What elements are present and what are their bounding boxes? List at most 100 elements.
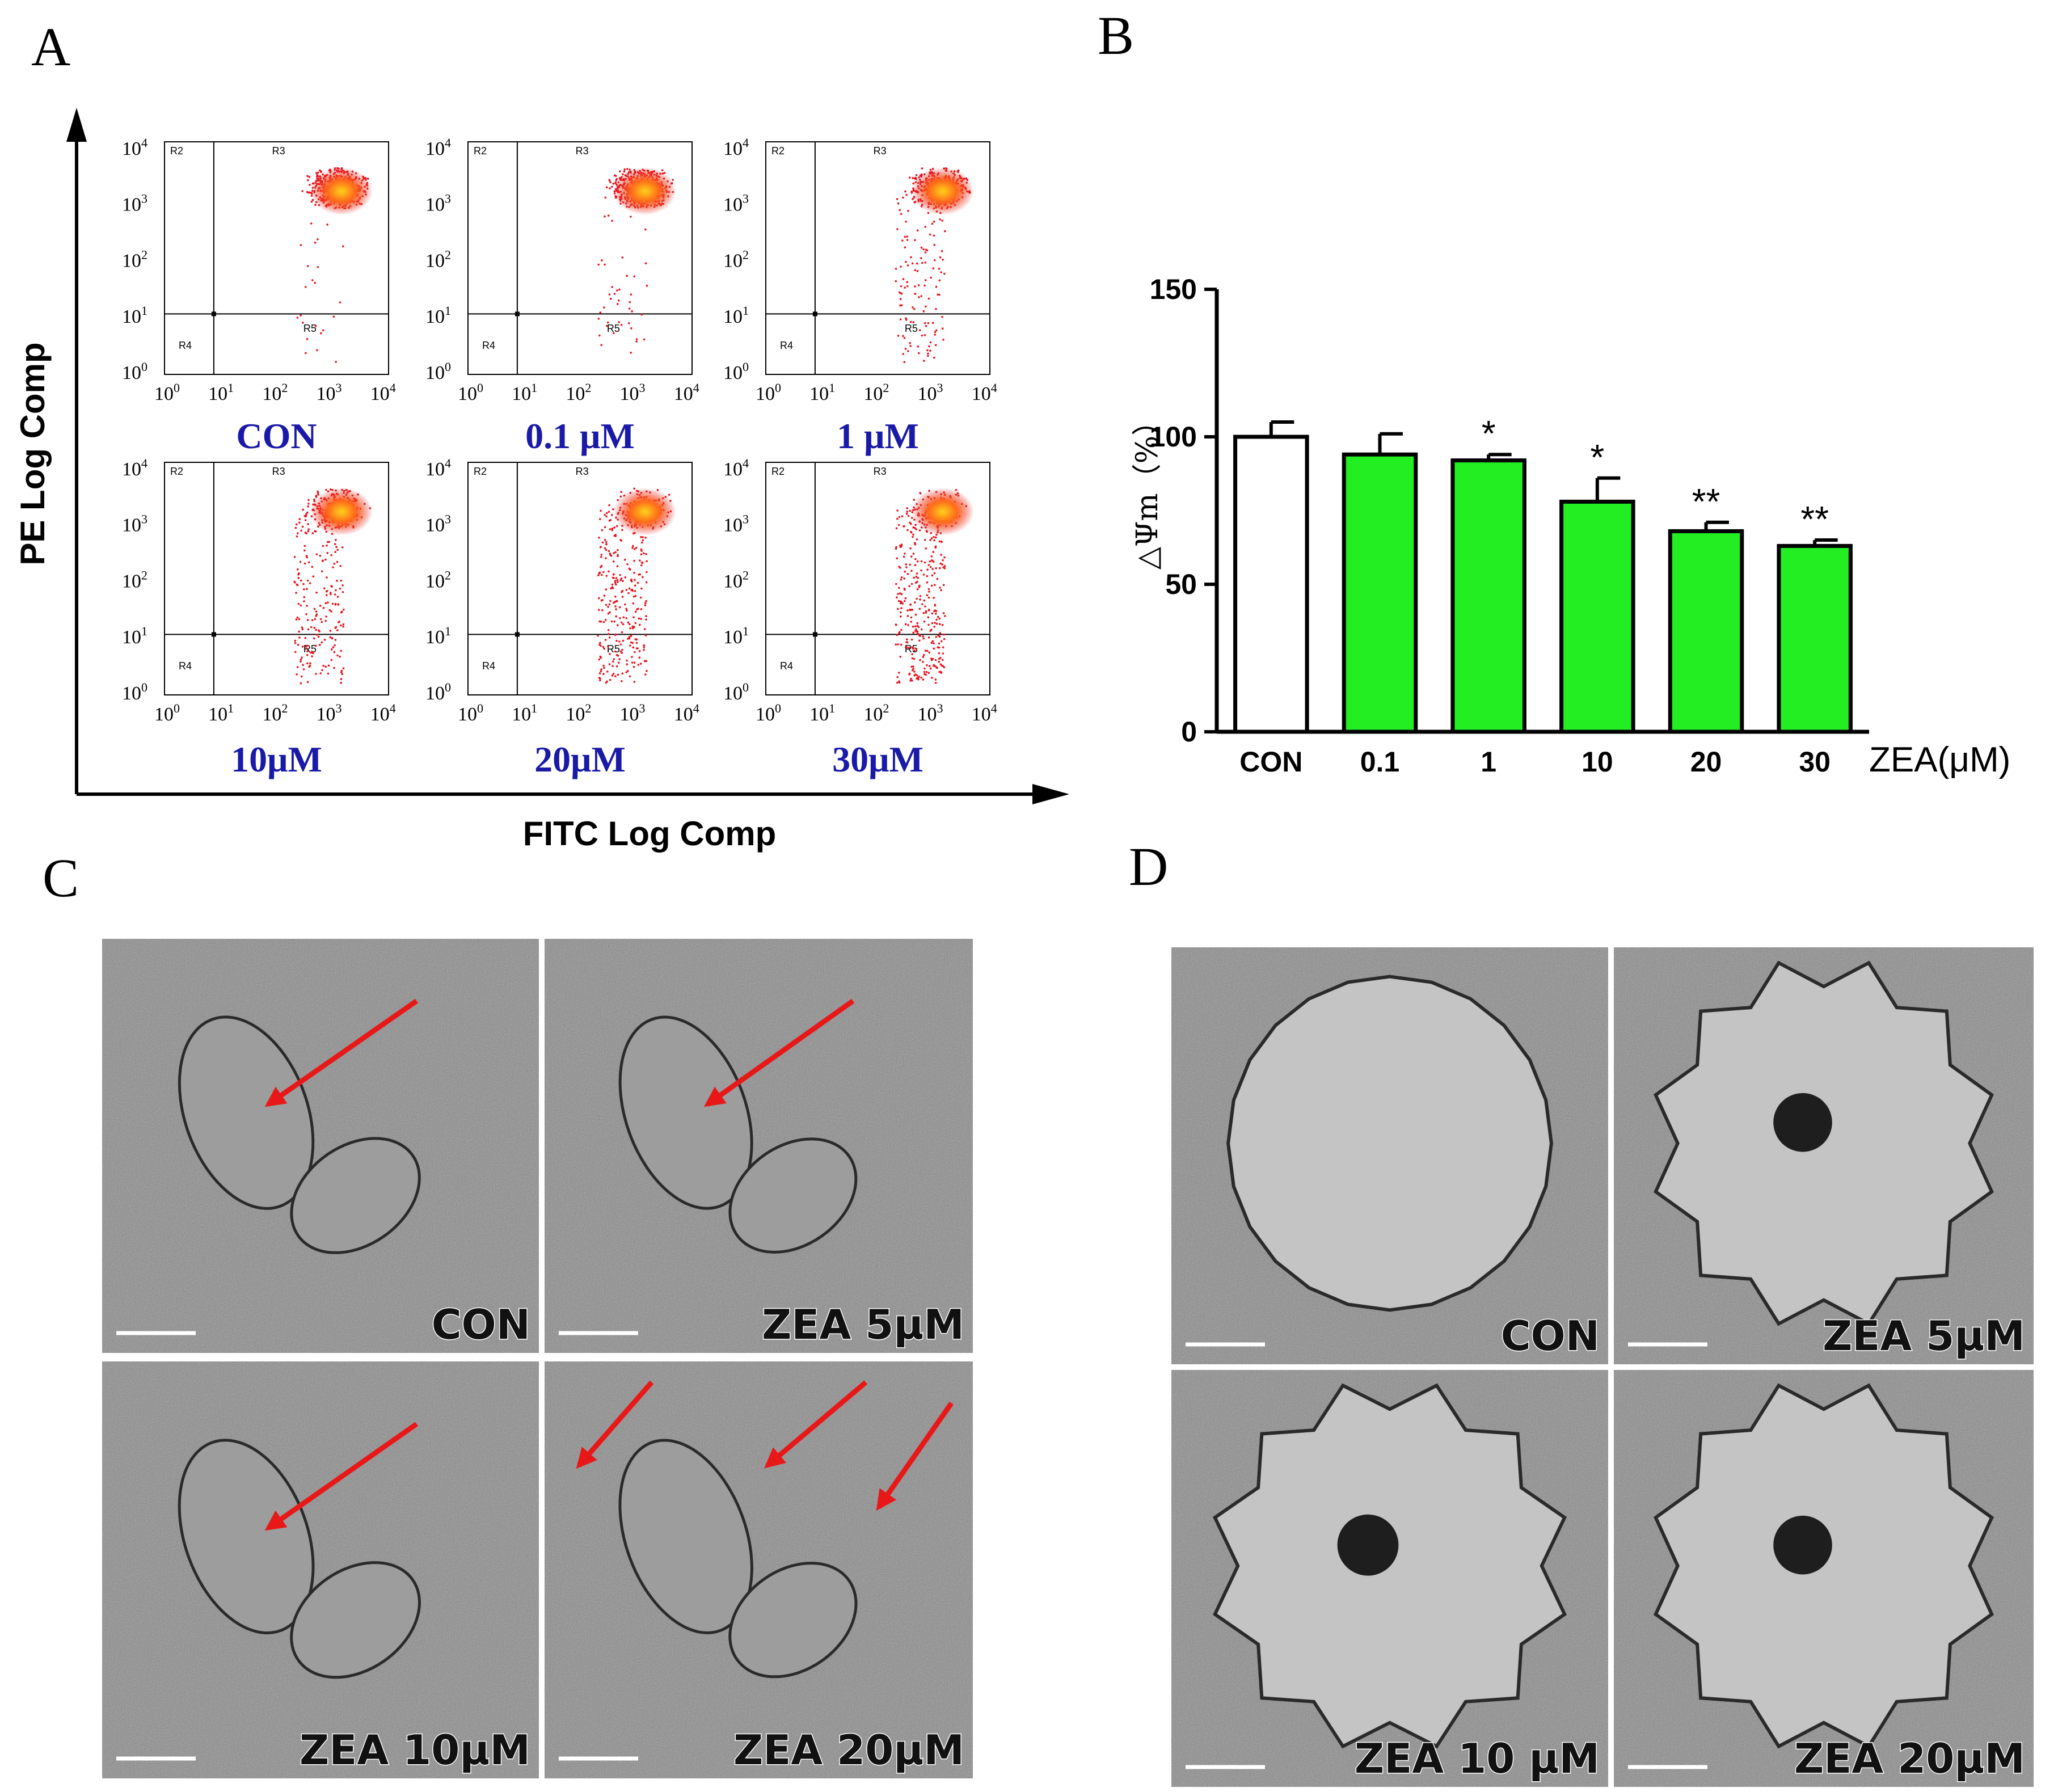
data-dot: [643, 648, 645, 651]
data-dot: [336, 629, 339, 631]
data-dot: [604, 526, 606, 529]
data-dot: [617, 655, 619, 657]
y-tick-exponent: 0: [743, 680, 749, 694]
data-dot: [900, 304, 903, 306]
data-dot: [306, 265, 309, 267]
data-dot: [296, 666, 299, 668]
dense-core: [310, 167, 373, 215]
data-dot: [339, 655, 341, 658]
data-dot: [909, 345, 912, 347]
data-dot: [611, 529, 614, 532]
data-dot: [335, 626, 338, 629]
x-tick-label: 0.1: [1360, 746, 1400, 778]
data-dot: [297, 577, 300, 579]
data-dot: [915, 628, 917, 631]
data-dot: [934, 331, 937, 334]
data-dot: [618, 299, 620, 302]
data-dot: [904, 623, 907, 626]
data-dot: [633, 487, 635, 490]
y-tick-label: 101: [723, 624, 749, 648]
bar: [1233, 435, 1309, 734]
data-dot: [930, 584, 933, 587]
data-dot: [910, 555, 913, 558]
data-dot: [294, 526, 297, 529]
y-tick-exponent: 1: [141, 624, 147, 638]
data-dot: [608, 179, 611, 182]
data-dot: [935, 567, 937, 570]
data-dot: [938, 293, 941, 296]
data-dot: [609, 600, 612, 602]
data-dot: [294, 639, 296, 642]
data-dot: [305, 645, 307, 647]
em-label: ZEA 5μM: [1823, 1312, 2025, 1360]
data-dot: [930, 537, 933, 539]
data-dot: [642, 539, 644, 542]
data-dot: [306, 653, 309, 656]
data-dot: [914, 630, 917, 633]
em-label: ZEA 20μM: [733, 1726, 964, 1774]
panel-d-em-nuclei: CON ZEA 5μM ZEA 10 μM ZEA 20μM: [1171, 947, 2034, 1787]
data-dot: [913, 576, 916, 579]
data-dot: [643, 660, 646, 663]
data-dot: [905, 260, 907, 263]
data-dot: [927, 322, 930, 324]
data-dot: [930, 559, 933, 562]
data-dot: [627, 638, 629, 640]
region-label: R2: [170, 466, 183, 477]
data-dot: [600, 344, 602, 347]
data-dot: [628, 636, 631, 638]
data-dot: [315, 172, 318, 174]
data-dot: [913, 499, 916, 501]
data-dot: [340, 650, 342, 652]
data-dot: [600, 556, 602, 558]
x-tick-exponent: 0: [477, 381, 483, 395]
x-tick-label: 103: [317, 381, 342, 404]
region-label: R3: [874, 145, 887, 157]
data-dot: [912, 625, 914, 628]
x-tick-label: 104: [370, 381, 396, 404]
y-tick-label: 102: [723, 568, 749, 592]
data-dot: [926, 650, 929, 652]
data-dot: [920, 628, 923, 631]
data-dot: [625, 608, 627, 610]
data-dot: [939, 663, 942, 665]
data-dot: [914, 558, 917, 560]
data-dot: [619, 617, 621, 619]
data-dot: [608, 504, 610, 507]
data-dot: [324, 665, 327, 668]
data-dot: [916, 270, 919, 272]
data-dot: [629, 623, 631, 626]
data-dot: [925, 324, 927, 327]
data-dot: [925, 547, 927, 550]
data-dot: [927, 352, 929, 355]
data-dot: [924, 262, 926, 264]
data-dot: [924, 279, 927, 281]
data-dot: [906, 638, 908, 640]
y-tick-label: 104: [122, 456, 147, 480]
data-dot: [339, 301, 341, 303]
data-dot: [322, 665, 324, 667]
data-dot: [941, 563, 943, 566]
data-dot: [316, 349, 318, 352]
data-dot: [920, 246, 923, 249]
data-dot: [602, 646, 605, 648]
data-dot: [611, 286, 613, 288]
data-dot: [644, 228, 647, 231]
data-dot: [900, 285, 903, 288]
data-dot: [633, 661, 636, 664]
data-dot: [901, 515, 904, 517]
data-dot: [616, 303, 619, 305]
data-dot: [939, 623, 941, 626]
data-dot: [614, 601, 616, 603]
data-dot: [330, 554, 332, 556]
data-dot: [637, 664, 640, 666]
data-dot: [905, 563, 907, 566]
data-dot: [897, 593, 899, 595]
data-dot: [612, 574, 615, 576]
data-dot: [340, 671, 343, 673]
data-dot: [334, 644, 336, 647]
data-dot: [906, 264, 909, 267]
data-dot: [608, 633, 610, 635]
data-dot: [618, 321, 620, 323]
data-dot: [605, 681, 608, 684]
